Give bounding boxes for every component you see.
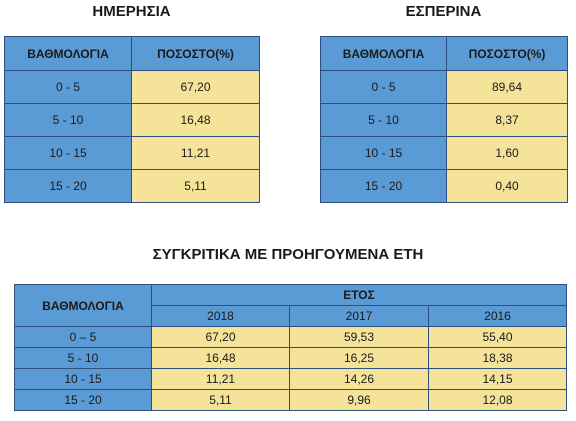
percent-cell: 16,25	[289, 347, 429, 369]
grade-range-cell: 15 - 20	[320, 169, 447, 203]
grade-range-cell: 5 - 10	[320, 103, 447, 137]
grade-range-cell: 15 - 20	[14, 389, 152, 411]
column-header-grade: ΒΑΘΜΟΛΟΓΙΑ	[320, 36, 447, 71]
year-header-cell: 2018	[151, 305, 290, 327]
table-header-row: ΒΑΘΜΟΛΟΓΙΑ ΕΤΟΣ	[14, 284, 568, 327]
year-header-cell: 2016	[427, 305, 568, 327]
percent-cell: 89,64	[446, 70, 568, 104]
table-row: 5 - 10 8,37	[320, 103, 568, 137]
percent-cell: 14,15	[427, 368, 568, 390]
table-header-row: ΒΑΘΜΟΛΟΓΙΑ ΠΟΣΟΣΤΟ(%)	[4, 36, 260, 71]
evening-grade-table: ΒΑΘΜΟΛΟΓΙΑ ΠΟΣΟΣΤΟ(%) 0 - 5 89,64 5 - 10…	[320, 36, 568, 203]
table-row: 0 - 5 67,20	[4, 70, 260, 104]
grade-range-cell: 10 - 15	[320, 136, 447, 170]
year-header-cell: 2017	[289, 305, 429, 327]
percent-cell: 11,21	[131, 136, 260, 170]
grade-range-cell: 10 - 15	[14, 368, 152, 390]
table-row: 5 - 10 16,48	[4, 103, 260, 137]
table-row: 15 - 20 5,11 9,96 12,08	[14, 389, 568, 411]
column-header-grade: ΒΑΘΜΟΛΟΓΙΑ	[4, 36, 132, 71]
column-header-percent: ΠΟΣΟΣΤΟ(%)	[131, 36, 260, 71]
percent-cell: 18,38	[427, 347, 568, 369]
grade-range-cell: 5 - 10	[4, 103, 132, 137]
table-row: 0 - 5 89,64	[320, 70, 568, 104]
column-header-percent: ΠΟΣΟΣΤΟ(%)	[446, 36, 568, 71]
table-row: 15 - 20 5,11	[4, 169, 260, 203]
percent-cell: 12,08	[427, 389, 568, 411]
percent-cell: 5,11	[131, 169, 260, 203]
percent-cell: 14,26	[289, 368, 429, 390]
comparison-table: ΒΑΘΜΟΛΟΓΙΑ ΕΤΟΣ 2018 2017 2016 0 – 5 67,…	[14, 284, 568, 411]
percent-cell: 8,37	[446, 103, 568, 137]
grade-range-cell: 0 - 5	[320, 70, 447, 104]
comparison-table-title: ΣΥΓΚΡΙΤΙΚΑ ΜΕ ΠΡΟΗΓΟΥΜΕΝΑ ΕΤΗ	[152, 246, 424, 263]
percent-cell: 1,60	[446, 136, 568, 170]
grade-range-cell: 10 - 15	[4, 136, 132, 170]
percent-cell: 0,40	[446, 169, 568, 203]
percent-cell: 16,48	[131, 103, 260, 137]
percent-cell: 16,48	[151, 347, 290, 369]
percent-cell: 9,96	[289, 389, 429, 411]
grade-range-cell: 5 - 10	[14, 347, 152, 369]
percent-cell: 59,53	[289, 326, 429, 348]
grade-range-cell: 0 – 5	[14, 326, 152, 348]
percent-cell: 55,40	[427, 326, 568, 348]
year-header-row: 2018 2017 2016	[15, 305, 568, 327]
column-header-grade: ΒΑΘΜΟΛΟΓΙΑ	[14, 284, 152, 327]
percent-cell: 5,11	[151, 389, 290, 411]
table-row: 10 - 15 11,21	[4, 136, 260, 170]
table-row: 15 - 20 0,40	[320, 169, 568, 203]
table-header-row: ΒΑΘΜΟΛΟΓΙΑ ΠΟΣΟΣΤΟ(%)	[320, 36, 568, 71]
table-row: 5 - 10 16,48 16,25 18,38	[14, 347, 568, 369]
table-row: 10 - 15 11,21 14,26 14,15	[14, 368, 568, 390]
day-grade-table: ΒΑΘΜΟΛΟΓΙΑ ΠΟΣΟΣΤΟ(%) 0 - 5 67,20 5 - 10…	[4, 36, 260, 203]
table-row: 10 - 15 1,60	[320, 136, 568, 170]
column-header-year: ΕΤΟΣ	[150, 284, 568, 306]
grade-range-cell: 15 - 20	[4, 169, 132, 203]
percent-cell: 11,21	[151, 368, 290, 390]
day-table-title: ΗΜΕΡΗΣΙΑ	[92, 3, 171, 20]
table-row: 0 – 5 67,20 59,53 55,40	[14, 326, 568, 348]
percent-cell: 67,20	[151, 326, 290, 348]
evening-table-title: ΕΣΠΕΡΙΝΑ	[405, 3, 482, 20]
percent-cell: 67,20	[131, 70, 260, 104]
grade-range-cell: 0 - 5	[4, 70, 132, 104]
